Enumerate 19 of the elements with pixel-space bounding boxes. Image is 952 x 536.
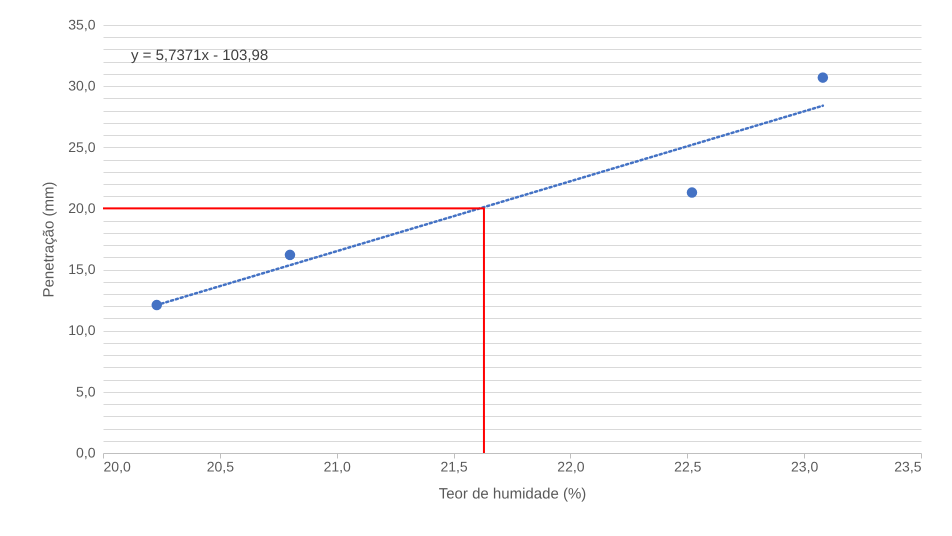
x-tick-label: 20,5 (206, 458, 234, 474)
y-tick-label: 10,0 (68, 322, 96, 338)
x-tick-label: 23,0 (791, 458, 818, 474)
x-tick-label: 20,0 (104, 458, 131, 474)
x-axis-title: Teor de humidade (%) (438, 486, 586, 502)
x-tick-label: 21,5 (440, 458, 468, 474)
x-tick-label: 22,0 (557, 458, 585, 474)
y-tick-label: 5,0 (76, 383, 96, 400)
y-tick-label: 20,0 (68, 200, 96, 216)
y-axis-title: Penetração (mm) (40, 182, 58, 298)
y-tick-label: 35,0 (68, 16, 96, 32)
x-tick-label: 22,5 (674, 458, 702, 474)
y-tick-label: 0,0 (76, 444, 96, 460)
y-tick-label: 25,0 (68, 138, 96, 155)
y-tick-label: 30,0 (68, 78, 96, 94)
y-tick-label: 15,0 (68, 261, 96, 278)
x-tick-label: 21,0 (324, 458, 352, 474)
x-tick-label: 23,5 (894, 458, 922, 474)
annotation: y = 5,7371x - 103,98 (131, 47, 268, 64)
